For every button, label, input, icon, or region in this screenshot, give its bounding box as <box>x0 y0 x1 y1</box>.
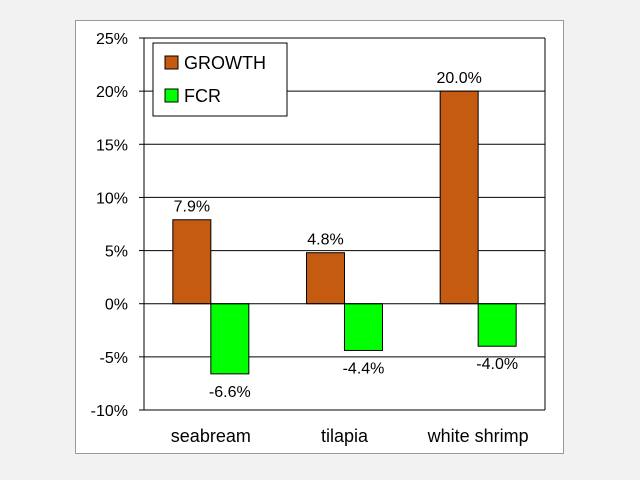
legend-label-fcr: FCR <box>184 86 221 106</box>
legend-swatch-growth <box>164 55 179 70</box>
data-label: -6.6% <box>209 384 251 401</box>
x-category-label: seabream <box>171 426 251 446</box>
data-label: 4.8% <box>307 232 343 249</box>
y-tick-label: 0% <box>105 297 128 314</box>
bar-growth-seabream <box>172 219 212 305</box>
data-label: -4.0% <box>476 356 518 373</box>
legend-swatch-fcr <box>164 88 179 103</box>
y-tick-label: 25% <box>96 31 128 48</box>
bar-growth-white-shrimp <box>439 90 479 305</box>
legend-label-growth: GROWTH <box>184 53 266 73</box>
y-tick-label: -5% <box>100 350 128 367</box>
y-tick-label: -10% <box>91 403 128 420</box>
bar-fcr-white-shrimp <box>477 303 517 347</box>
data-label: 20.0% <box>436 70 481 87</box>
y-tick-label: 5% <box>105 244 128 261</box>
data-label: 7.9% <box>174 199 210 216</box>
x-category-label: tilapia <box>321 426 369 446</box>
y-tick-label: 15% <box>96 137 128 154</box>
y-tick-label: 20% <box>96 84 128 101</box>
bar-growth-tilapia <box>306 252 345 305</box>
legend-box <box>152 42 288 117</box>
bar-fcr-seabream <box>210 303 250 375</box>
x-category-label: white shrimp <box>427 426 529 446</box>
bar-fcr-tilapia <box>344 303 383 351</box>
data-label: -4.4% <box>343 360 385 377</box>
y-tick-label: 10% <box>96 190 128 207</box>
